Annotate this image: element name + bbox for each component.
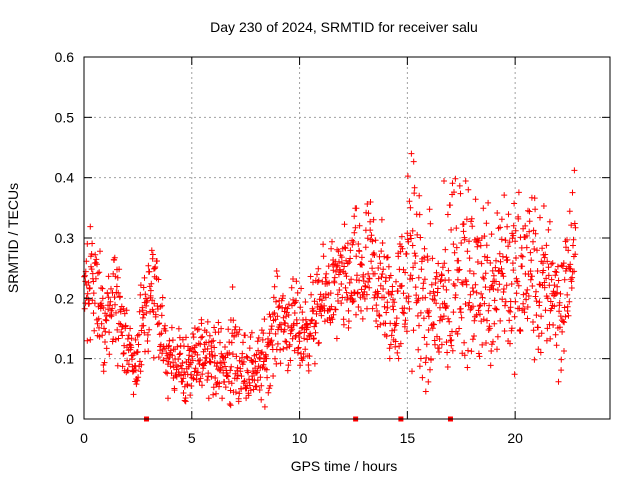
- y-tick-label: 0.1: [55, 351, 75, 367]
- x-axis-label: GPS time / hours: [291, 458, 398, 474]
- axis-ticks: 0 0.1 0.2 0.3 0.4 0.5 0.6 0 5 10 15 20: [55, 49, 610, 446]
- data-points: [81, 150, 579, 410]
- scatter-points: [81, 150, 579, 410]
- plot-frame: [83, 56, 611, 420]
- x-tick-label: 0: [80, 430, 88, 446]
- y-tick-label: 0.2: [55, 290, 75, 306]
- chart-title: Day 230 of 2024, SRMTID for receiver sal…: [210, 19, 478, 35]
- y-tick-label: 0: [66, 411, 74, 427]
- grid: [84, 57, 610, 419]
- x-tick-label: 5: [188, 430, 196, 446]
- y-tick-label: 0.4: [55, 170, 75, 186]
- y-tick-label: 0.6: [55, 49, 75, 65]
- x-tick-label: 10: [292, 430, 308, 446]
- x-tick-label: 20: [507, 430, 523, 446]
- y-tick-label: 0.5: [55, 109, 75, 125]
- y-axis-label: SRMTID / TECUs: [5, 183, 21, 293]
- y-tick-label: 0.3: [55, 230, 75, 246]
- x-tick-label: 15: [400, 430, 416, 446]
